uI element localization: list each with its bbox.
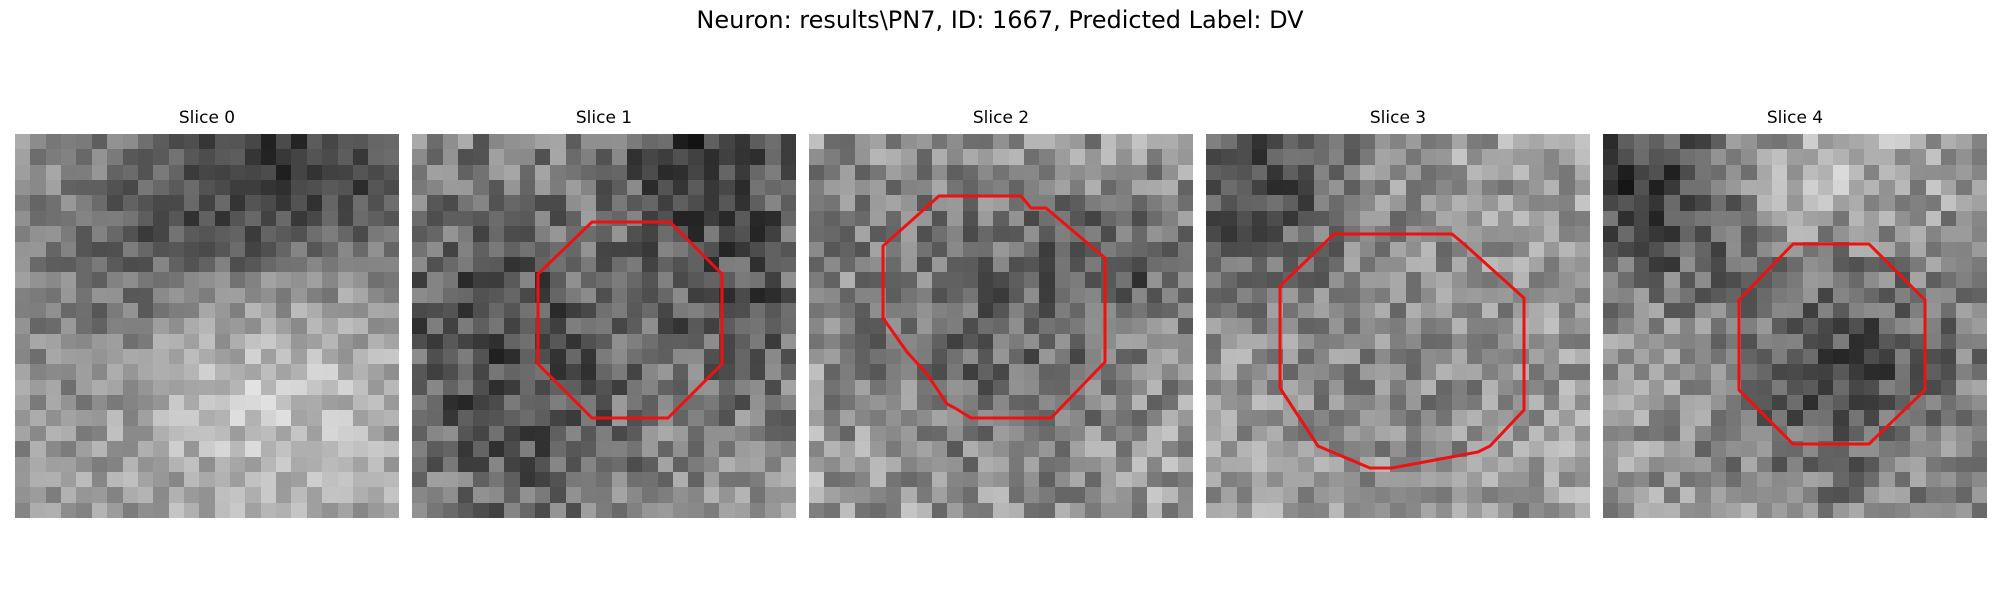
figure-title: Neuron: results\PN7, ID: 1667, Predicted… — [696, 6, 1304, 34]
slice-4-image — [1603, 134, 1987, 518]
slice-3-panel: Slice 3 — [1206, 108, 1590, 518]
slice-1-panel: Slice 1 — [412, 108, 796, 518]
slice-1-image — [412, 134, 796, 518]
slice-0-title: Slice 0 — [178, 108, 236, 128]
slice-4-panel: Slice 4 — [1603, 108, 1987, 518]
slice-3-image — [1206, 134, 1590, 518]
slice-0-image — [15, 134, 399, 518]
slice-2-panel: Slice 2 — [809, 108, 1193, 518]
slice-1-title: Slice 1 — [575, 108, 633, 128]
slice-0-panel: Slice 0 — [15, 108, 399, 518]
slice-3-title: Slice 3 — [1369, 108, 1427, 128]
slice-4-title: Slice 4 — [1766, 108, 1824, 128]
slice-2-image — [809, 134, 1193, 518]
slice-2-title: Slice 2 — [972, 108, 1030, 128]
